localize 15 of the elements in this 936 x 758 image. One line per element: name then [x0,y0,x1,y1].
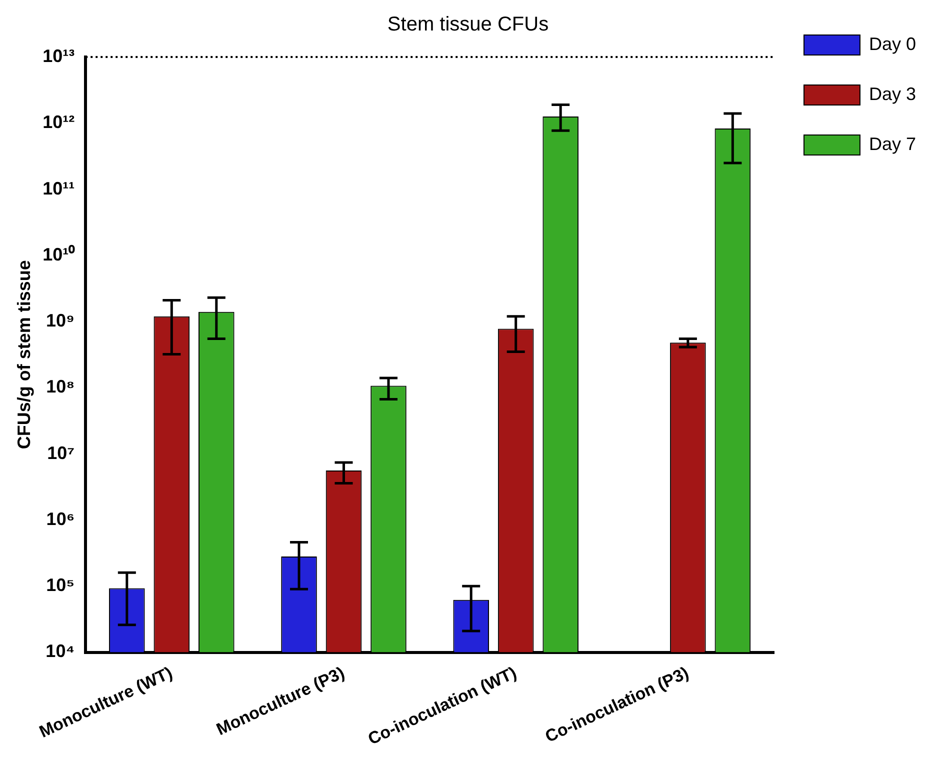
y-tick-label: 10¹¹ [42,178,75,198]
y-tick-label: 10¹² [42,112,75,132]
y-tick-label: 10⁷ [47,442,75,463]
y-tick-label: 10¹³ [42,46,75,66]
y-tick-label: 10⁸ [46,376,75,397]
chart-title: Stem tissue CFUs [387,14,549,36]
legend-label: Day 3 [868,84,916,104]
y-tick-label: 10⁵ [46,575,75,596]
legend-label: Day 0 [868,34,916,54]
legend-label: Day 7 [868,134,916,154]
y-tick-label: 10⁹ [46,310,75,331]
y-tick-label: 10⁴ [46,641,75,662]
y-tick-label: 10¹⁰ [42,244,76,264]
y-axis-title: CFUs/g of stem tissue [14,260,34,450]
y-tick-label: 10⁶ [46,508,75,529]
